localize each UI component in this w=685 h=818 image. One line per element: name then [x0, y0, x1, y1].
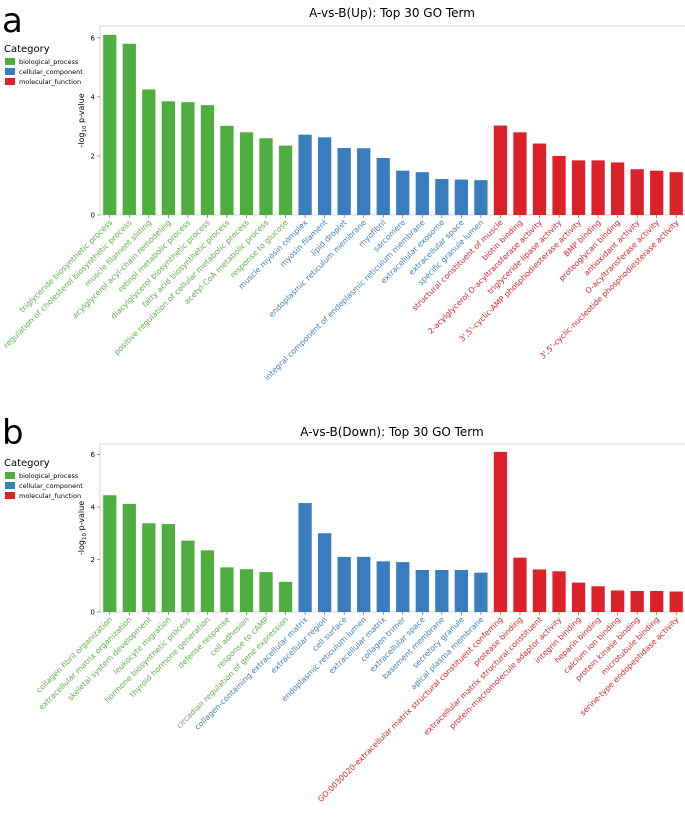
- y-tick-label-a: 4: [91, 93, 96, 101]
- bar-a-3: [142, 89, 156, 215]
- bar-a-23: [532, 143, 547, 215]
- plot-frame-b: [99, 443, 685, 613]
- bar-b-27: [610, 590, 625, 612]
- bar-b-23: [532, 569, 547, 612]
- bar-a-27: [610, 162, 625, 215]
- y-tick-label-b: 6: [91, 451, 96, 459]
- legend-swatch-biological-process-a: [5, 58, 15, 65]
- bar-b-2: [122, 503, 136, 612]
- bar-b-9: [259, 572, 273, 612]
- legend-label-molecular-function-a: molecular_function: [19, 78, 81, 86]
- y-axis-label-a: -log10 p-value: [77, 93, 88, 147]
- bar-a-19: [454, 179, 469, 215]
- bar-a-24: [552, 155, 566, 215]
- bar-b-7: [220, 567, 234, 612]
- bar-b-28: [630, 591, 644, 612]
- bar-a-26: [591, 160, 605, 215]
- bar-b-17: [415, 570, 429, 612]
- y-tick-label-b: 2: [91, 556, 95, 564]
- bar-b-3: [142, 523, 156, 612]
- legend-swatch-molecular-function-a: [5, 78, 15, 85]
- bar-a-22: [513, 132, 527, 215]
- bar-a-21: [493, 125, 508, 215]
- legend-swatch-cellular-component-b: [5, 482, 15, 489]
- bar-b-20: [474, 572, 488, 612]
- bar-a-6: [200, 105, 215, 215]
- bar-b-5: [181, 540, 195, 612]
- bar-b-10: [278, 581, 293, 612]
- x-tick-label-b-1: collagen fibril organization: [34, 615, 114, 695]
- bar-b-6: [200, 550, 215, 612]
- bar-b-12: [317, 533, 332, 612]
- legend-swatch-cellular-component-a: [5, 68, 15, 75]
- bar-a-17: [415, 172, 429, 215]
- bar-b-11: [298, 503, 312, 612]
- bar-b-25: [571, 582, 586, 612]
- bar-b-29: [650, 591, 664, 612]
- y-axis-label-b: -log10 p-value: [77, 501, 88, 555]
- legend-label-biological-process-a: biological_process: [19, 58, 79, 66]
- legend-swatch-molecular-function-b: [5, 492, 15, 499]
- legend-label-cellular-component-a: cellular_component: [19, 68, 83, 76]
- plot-frame-a: [99, 25, 685, 216]
- bar-a-14: [357, 148, 371, 215]
- x-tick-label-a-2: regulation of cholesterol biosynthetic p…: [2, 218, 134, 350]
- bar-b-26: [591, 586, 605, 612]
- panel-letter-a: a: [2, 1, 23, 41]
- bar-a-10: [278, 145, 293, 215]
- legend-label-cellular-component-b: cellular_component: [19, 482, 83, 490]
- chart-title-a: A-vs-B(Up): Top 30 GO Term: [309, 6, 475, 20]
- bar-b-24: [552, 571, 566, 612]
- bar-a-2: [122, 43, 136, 215]
- legend-title-b: Category: [4, 458, 50, 469]
- bar-a-30: [669, 172, 683, 215]
- bar-a-1: [103, 34, 117, 215]
- bar-a-8: [239, 132, 254, 215]
- bar-a-20: [474, 180, 488, 215]
- legend-label-molecular-function-b: molecular_function: [19, 492, 81, 500]
- bar-a-13: [337, 147, 351, 215]
- bar-b-18: [435, 570, 449, 612]
- bar-b-16: [396, 562, 410, 612]
- legend-label-biological-process-b: biological_process: [19, 472, 79, 480]
- bar-a-7: [220, 125, 234, 215]
- bar-a-5: [181, 102, 195, 215]
- y-tick-label-b: 0: [91, 609, 95, 617]
- y-tick-label-a: 2: [91, 152, 95, 160]
- y-tick-label-a: 0: [91, 212, 95, 220]
- bar-a-15: [376, 158, 390, 215]
- legend-a: Category biological_process cellular_com…: [4, 44, 83, 86]
- bar-b-4: [161, 524, 176, 612]
- bar-a-29: [650, 170, 664, 215]
- bar-a-28: [630, 169, 644, 215]
- bar-b-22: [513, 557, 527, 612]
- panel-letter-b: b: [2, 413, 24, 453]
- y-tick-label-a: 6: [91, 34, 96, 42]
- plot-area-b: 0 2 4 6 -log10 p-value collagen fibril organi…: [34, 443, 685, 804]
- bar-b-15: [376, 561, 390, 612]
- bar-a-18: [435, 178, 449, 215]
- panel-b: b A-vs-B(Down): Top 30 GO Term Category …: [2, 413, 685, 804]
- bar-a-12: [317, 137, 332, 215]
- bar-a-25: [571, 160, 586, 215]
- legend-swatch-biological-process-b: [5, 472, 15, 479]
- panel-a: a A-vs-B(Up): Top 30 GO Term Category bi…: [2, 1, 685, 382]
- bar-b-8: [239, 569, 254, 612]
- bar-b-13: [337, 556, 351, 612]
- bar-b-19: [454, 570, 469, 612]
- bar-a-11: [298, 134, 312, 215]
- chart-title-b: A-vs-B(Down): Top 30 GO Term: [300, 425, 483, 439]
- legend-title-a: Category: [4, 44, 50, 55]
- bar-a-4: [161, 101, 176, 215]
- bar-b-1: [103, 495, 117, 612]
- legend-b: Category biological_process cellular_com…: [4, 458, 83, 500]
- bar-b-14: [357, 556, 371, 612]
- bar-a-9: [259, 138, 273, 215]
- bar-a-16: [396, 170, 410, 215]
- y-tick-label-b: 4: [91, 504, 96, 512]
- bar-b-30: [669, 591, 683, 612]
- bar-b-21: [493, 451, 508, 612]
